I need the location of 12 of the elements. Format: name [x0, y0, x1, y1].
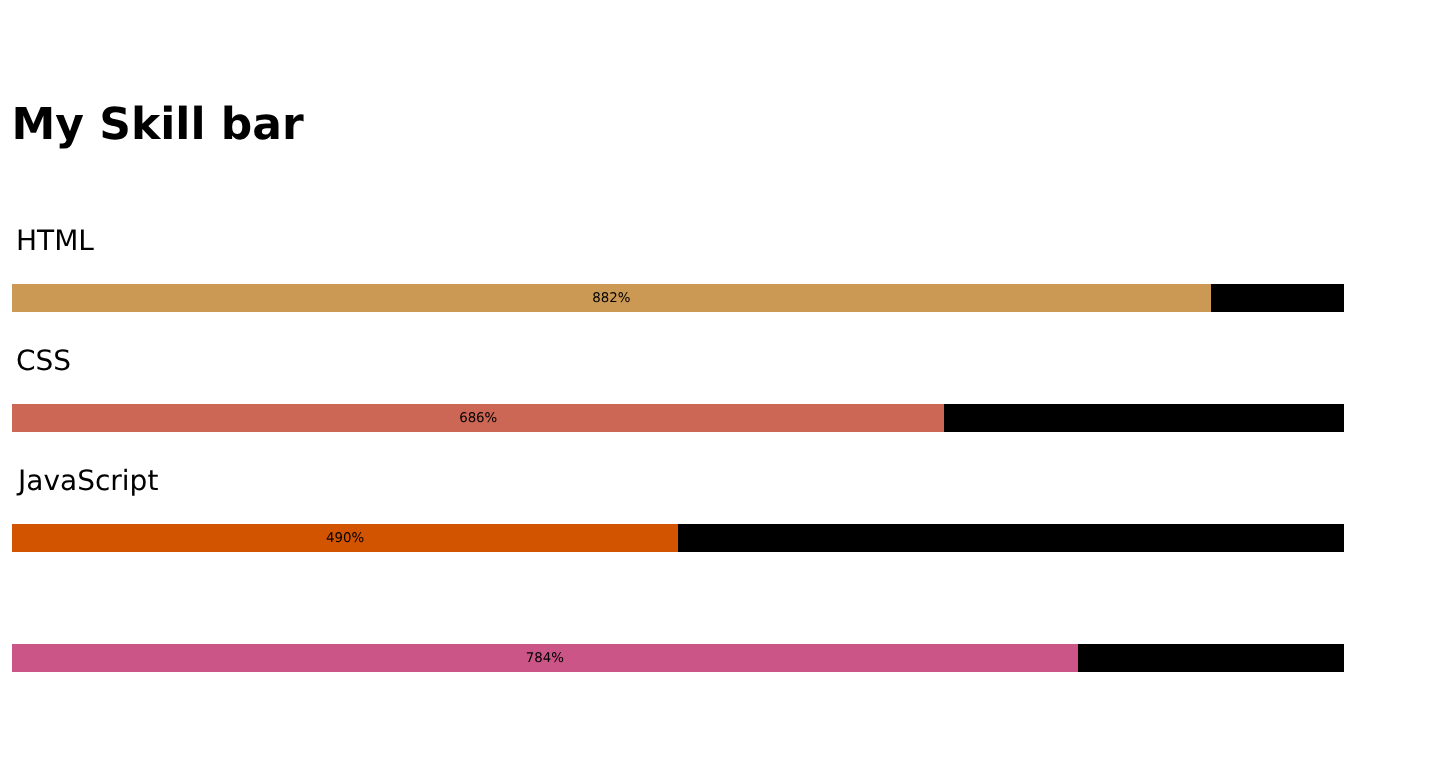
- bar: [12, 524, 678, 552]
- bar: [944, 404, 1344, 432]
- bar: [678, 524, 1344, 552]
- bar: [12, 644, 1078, 672]
- y-tick-label: HTML: [16, 226, 95, 258]
- y-tick-label: JavaScript: [16, 466, 160, 498]
- y-tick-label: CSS: [16, 346, 72, 378]
- bar: [1077, 644, 1344, 672]
- chart-title: My Skill bar: [11, 101, 305, 152]
- bar: [12, 404, 945, 432]
- bar: [12, 284, 1211, 312]
- bar: [1210, 284, 1344, 312]
